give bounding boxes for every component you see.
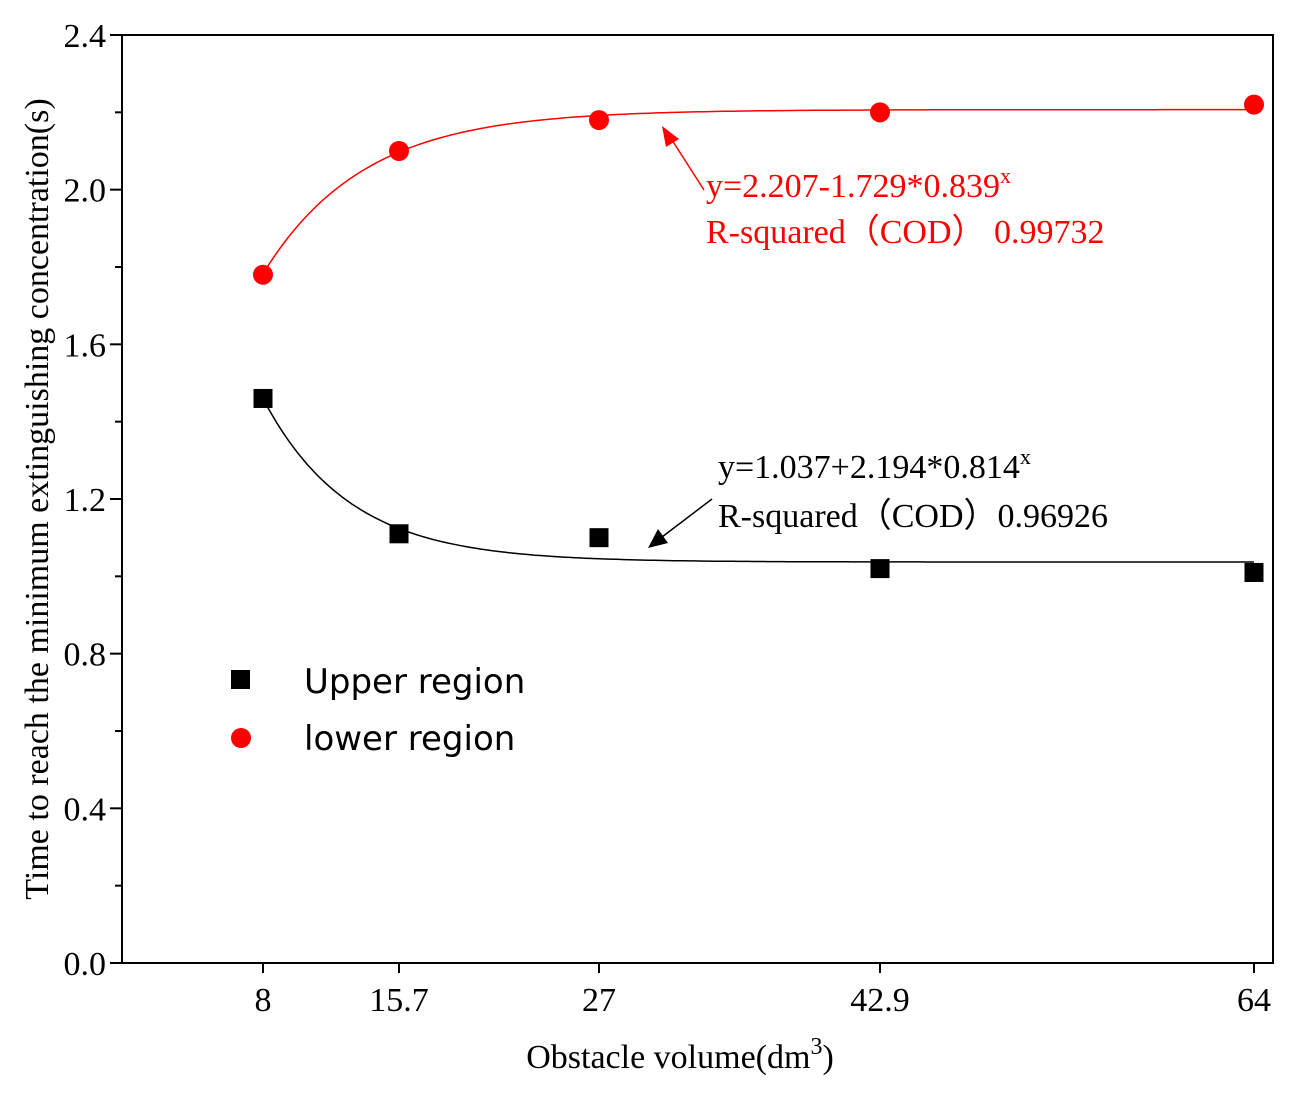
y-tick-label: 2.4 (64, 18, 107, 55)
x-tick-label: 8 (255, 982, 272, 1019)
y-axis-title: Time to reach the minimum extinguishing … (19, 98, 56, 899)
y-tick-label: 0.0 (64, 946, 107, 983)
legend-marker-lower (231, 728, 251, 748)
lower-fit-equation-main: y=2.207-1.729*0.839 (706, 168, 1000, 205)
x-axis-title: Obstacle volume(dm3) (526, 1034, 834, 1076)
lower-fit-equation-sup: x (1000, 163, 1011, 188)
y-tick-label: 0.4 (64, 791, 107, 828)
x-axis-title-main: Obstacle volume(dm (526, 1039, 810, 1076)
upper-fit-r-squared: R-squared（COD）0.96926 (718, 497, 1108, 535)
upper-region-point (253, 388, 273, 408)
legend-marker-upper (231, 670, 250, 689)
upper-region-point (589, 528, 609, 548)
x-axis-title-sup: 3 (810, 1034, 822, 1060)
annotation-arrow-lower (662, 126, 705, 191)
legend: Upper region lower region (231, 662, 525, 759)
legend-label-lower: lower region (304, 719, 515, 759)
x-axis-title-end: ) (822, 1039, 833, 1076)
y-tick-label: 1.6 (64, 327, 107, 364)
lower-region-point (1244, 94, 1264, 115)
upper-region-point (870, 559, 890, 579)
fit-curves (262, 108, 1254, 563)
upper-region-point (1244, 562, 1264, 582)
upper-fit-equation-sup: x (1020, 444, 1031, 469)
lower-region-point (389, 141, 409, 161)
y-tick-label: 1.2 (64, 482, 107, 519)
y-tick-label: 0.8 (64, 637, 107, 674)
lower-region-point (253, 264, 273, 285)
lower-fit-r-squared: R-squared（COD） 0.99732 (706, 213, 1105, 251)
x-tick-label: 15.7 (369, 982, 429, 1019)
annotation-arrow-upper (648, 498, 713, 548)
x-tick-label: 64 (1237, 982, 1271, 1019)
fit-curve-lower (262, 108, 1254, 275)
upper-fit-equation-main: y=1.037+2.194*0.814 (718, 449, 1020, 486)
fit-curve-upper (262, 398, 1254, 563)
data-markers (253, 94, 1264, 582)
y-tick-label: 2.0 (64, 173, 107, 210)
x-tick-label: 42.9 (850, 982, 910, 1019)
x-axis-ticks: 8 15.7 27 42.9 64 (255, 963, 1271, 1019)
lower-region-point (870, 102, 890, 123)
lower-fit-equation: y=2.207-1.729*0.839x (706, 163, 1011, 205)
legend-label-upper: Upper region (304, 662, 525, 702)
y-axis-ticks: 0.0 0.4 0.8 1.2 1.6 2.0 2.4 (64, 18, 122, 983)
x-tick-label: 27 (582, 982, 616, 1019)
upper-fit-equation: y=1.037+2.194*0.814x (718, 444, 1031, 486)
lower-region-point (589, 110, 609, 131)
upper-region-point (389, 524, 409, 544)
